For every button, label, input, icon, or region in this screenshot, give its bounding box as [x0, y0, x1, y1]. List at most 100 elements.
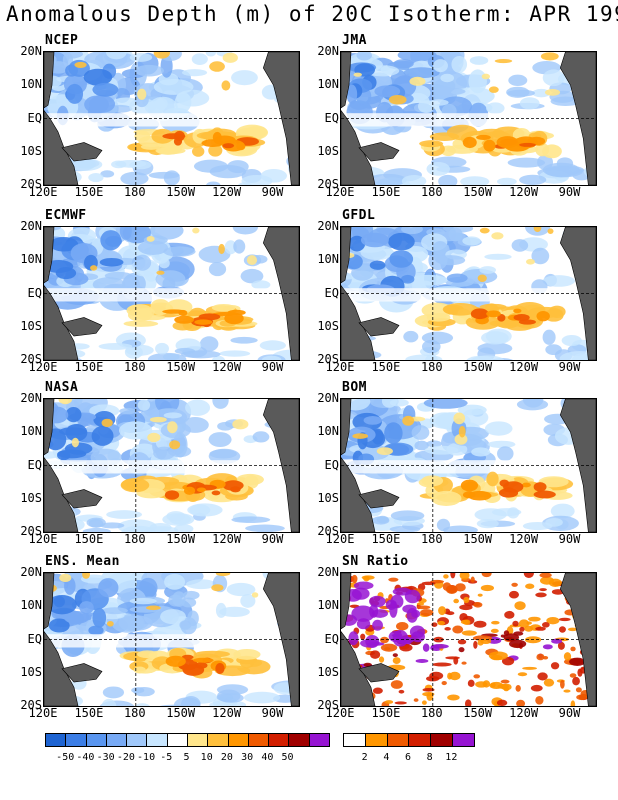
cool-anomaly: [101, 607, 128, 615]
map-panel: [43, 398, 300, 533]
land-mass: [358, 489, 400, 509]
map-panel: [43, 226, 300, 361]
cool-anomaly: [48, 618, 70, 633]
lon-label: 120E: [325, 532, 355, 546]
sn-ratio-patch: [514, 601, 526, 611]
cool-anomaly: [137, 240, 169, 255]
sn-ratio-patch: [459, 613, 468, 622]
lat-label: 20S: [20, 698, 42, 712]
equatorial-band: [44, 634, 299, 648]
warm-anomaly: [245, 126, 268, 138]
lon-label: 120W: [212, 185, 242, 199]
cool-anomaly: [486, 102, 505, 114]
colorbar-label: 4: [383, 752, 390, 763]
warm-anomaly: [496, 136, 519, 149]
sn-ratio-patch: [511, 582, 518, 587]
lat-label: 10S: [317, 490, 339, 505]
sn-ratio-patch: [501, 656, 515, 666]
sn-ratio-patch: [445, 585, 458, 594]
lat-label: EQ: [324, 631, 339, 646]
sn-ratio-patch: [517, 672, 528, 677]
cool-anomaly: [98, 578, 119, 598]
lon-label: 120W: [509, 360, 539, 374]
warm-anomaly: [181, 654, 194, 660]
colorbar-swatch: [187, 734, 209, 746]
lat-label: 10S: [20, 664, 42, 679]
warm-anomaly: [442, 302, 479, 316]
cool-anomaly: [367, 173, 408, 185]
warm-anomaly: [164, 490, 180, 500]
lat-label: 10N: [20, 424, 42, 439]
warm-anomaly: [71, 437, 79, 448]
cool-anomaly: [216, 693, 234, 702]
warm-anomaly: [196, 487, 207, 492]
cool-anomaly: [231, 516, 271, 524]
cool-anomaly: [545, 344, 562, 356]
warm-anomaly: [476, 134, 491, 140]
warm-anomaly: [538, 476, 569, 488]
cool-anomaly: [440, 73, 455, 83]
cool-anomaly: [57, 449, 87, 459]
cool-anomaly: [476, 519, 499, 529]
sn-ratio-patch: [379, 636, 389, 644]
cool-anomaly: [65, 407, 82, 423]
lat-label: 10S: [317, 143, 339, 158]
cool-anomaly: [208, 261, 227, 277]
sn-ratio-patch: [473, 674, 481, 679]
cool-anomaly: [261, 355, 282, 360]
cool-anomaly: [212, 399, 229, 409]
sn-ratio-patch: [539, 576, 554, 585]
cool-anomaly: [205, 52, 217, 57]
sn-ratio-patch: [422, 643, 430, 652]
sn-ratio-patch: [441, 681, 447, 686]
cool-anomaly: [172, 591, 186, 607]
cool-anomaly: [117, 519, 157, 532]
warm-anomaly: [236, 142, 246, 151]
cool-anomaly: [460, 176, 490, 185]
sn-ratio-patch: [543, 678, 555, 687]
sn-ratio-patch: [558, 626, 566, 633]
lon-label: 120W: [509, 532, 539, 546]
sn-ratio-patch: [539, 573, 552, 578]
cool-anomaly: [82, 527, 111, 532]
colorbar-swatch: [409, 734, 432, 746]
colorbar-label: 8: [426, 752, 433, 763]
warm-anomaly: [192, 657, 214, 663]
cool-anomaly: [233, 239, 246, 254]
sn-ratio-patch: [572, 676, 580, 686]
warm-anomaly: [134, 130, 151, 142]
sn-ratio-patch: [392, 653, 398, 658]
lon-label: 120W: [509, 185, 539, 199]
lat-label: 20N: [317, 391, 339, 405]
lon-label: 180: [123, 185, 146, 199]
land-mass: [44, 52, 55, 109]
cool-anomaly: [158, 258, 170, 269]
cool-anomaly: [545, 517, 563, 527]
lat-label: 20N: [317, 565, 339, 579]
warm-anomaly: [542, 144, 562, 159]
cool-anomaly: [148, 171, 180, 179]
sn-ratio-patch: [512, 620, 519, 627]
warm-anomaly: [251, 592, 259, 598]
cool-anomaly: [147, 352, 187, 360]
warm-anomaly: [353, 72, 362, 77]
cool-anomaly: [231, 70, 258, 86]
warm-anomaly: [169, 440, 181, 450]
colorbar-label: -30: [96, 752, 115, 763]
warm-anomaly: [498, 488, 519, 498]
sn-ratio-patch: [570, 646, 576, 652]
cool-anomaly: [516, 399, 549, 411]
warm-anomaly: [497, 314, 506, 322]
sn-ratio-patch: [422, 688, 435, 692]
lon-label: 90W: [261, 360, 284, 374]
sn-ratio-patch: [551, 638, 563, 644]
cool-anomaly: [153, 446, 176, 460]
lon-label: 120E: [325, 185, 355, 199]
colorbar-swatch: [453, 734, 474, 746]
land-mass: [44, 631, 79, 706]
land-mass: [61, 317, 103, 337]
lat-label: 20S: [20, 352, 42, 366]
lat-label: 10N: [20, 252, 42, 267]
cool-anomaly: [345, 254, 363, 270]
warm-anomaly: [211, 584, 224, 592]
